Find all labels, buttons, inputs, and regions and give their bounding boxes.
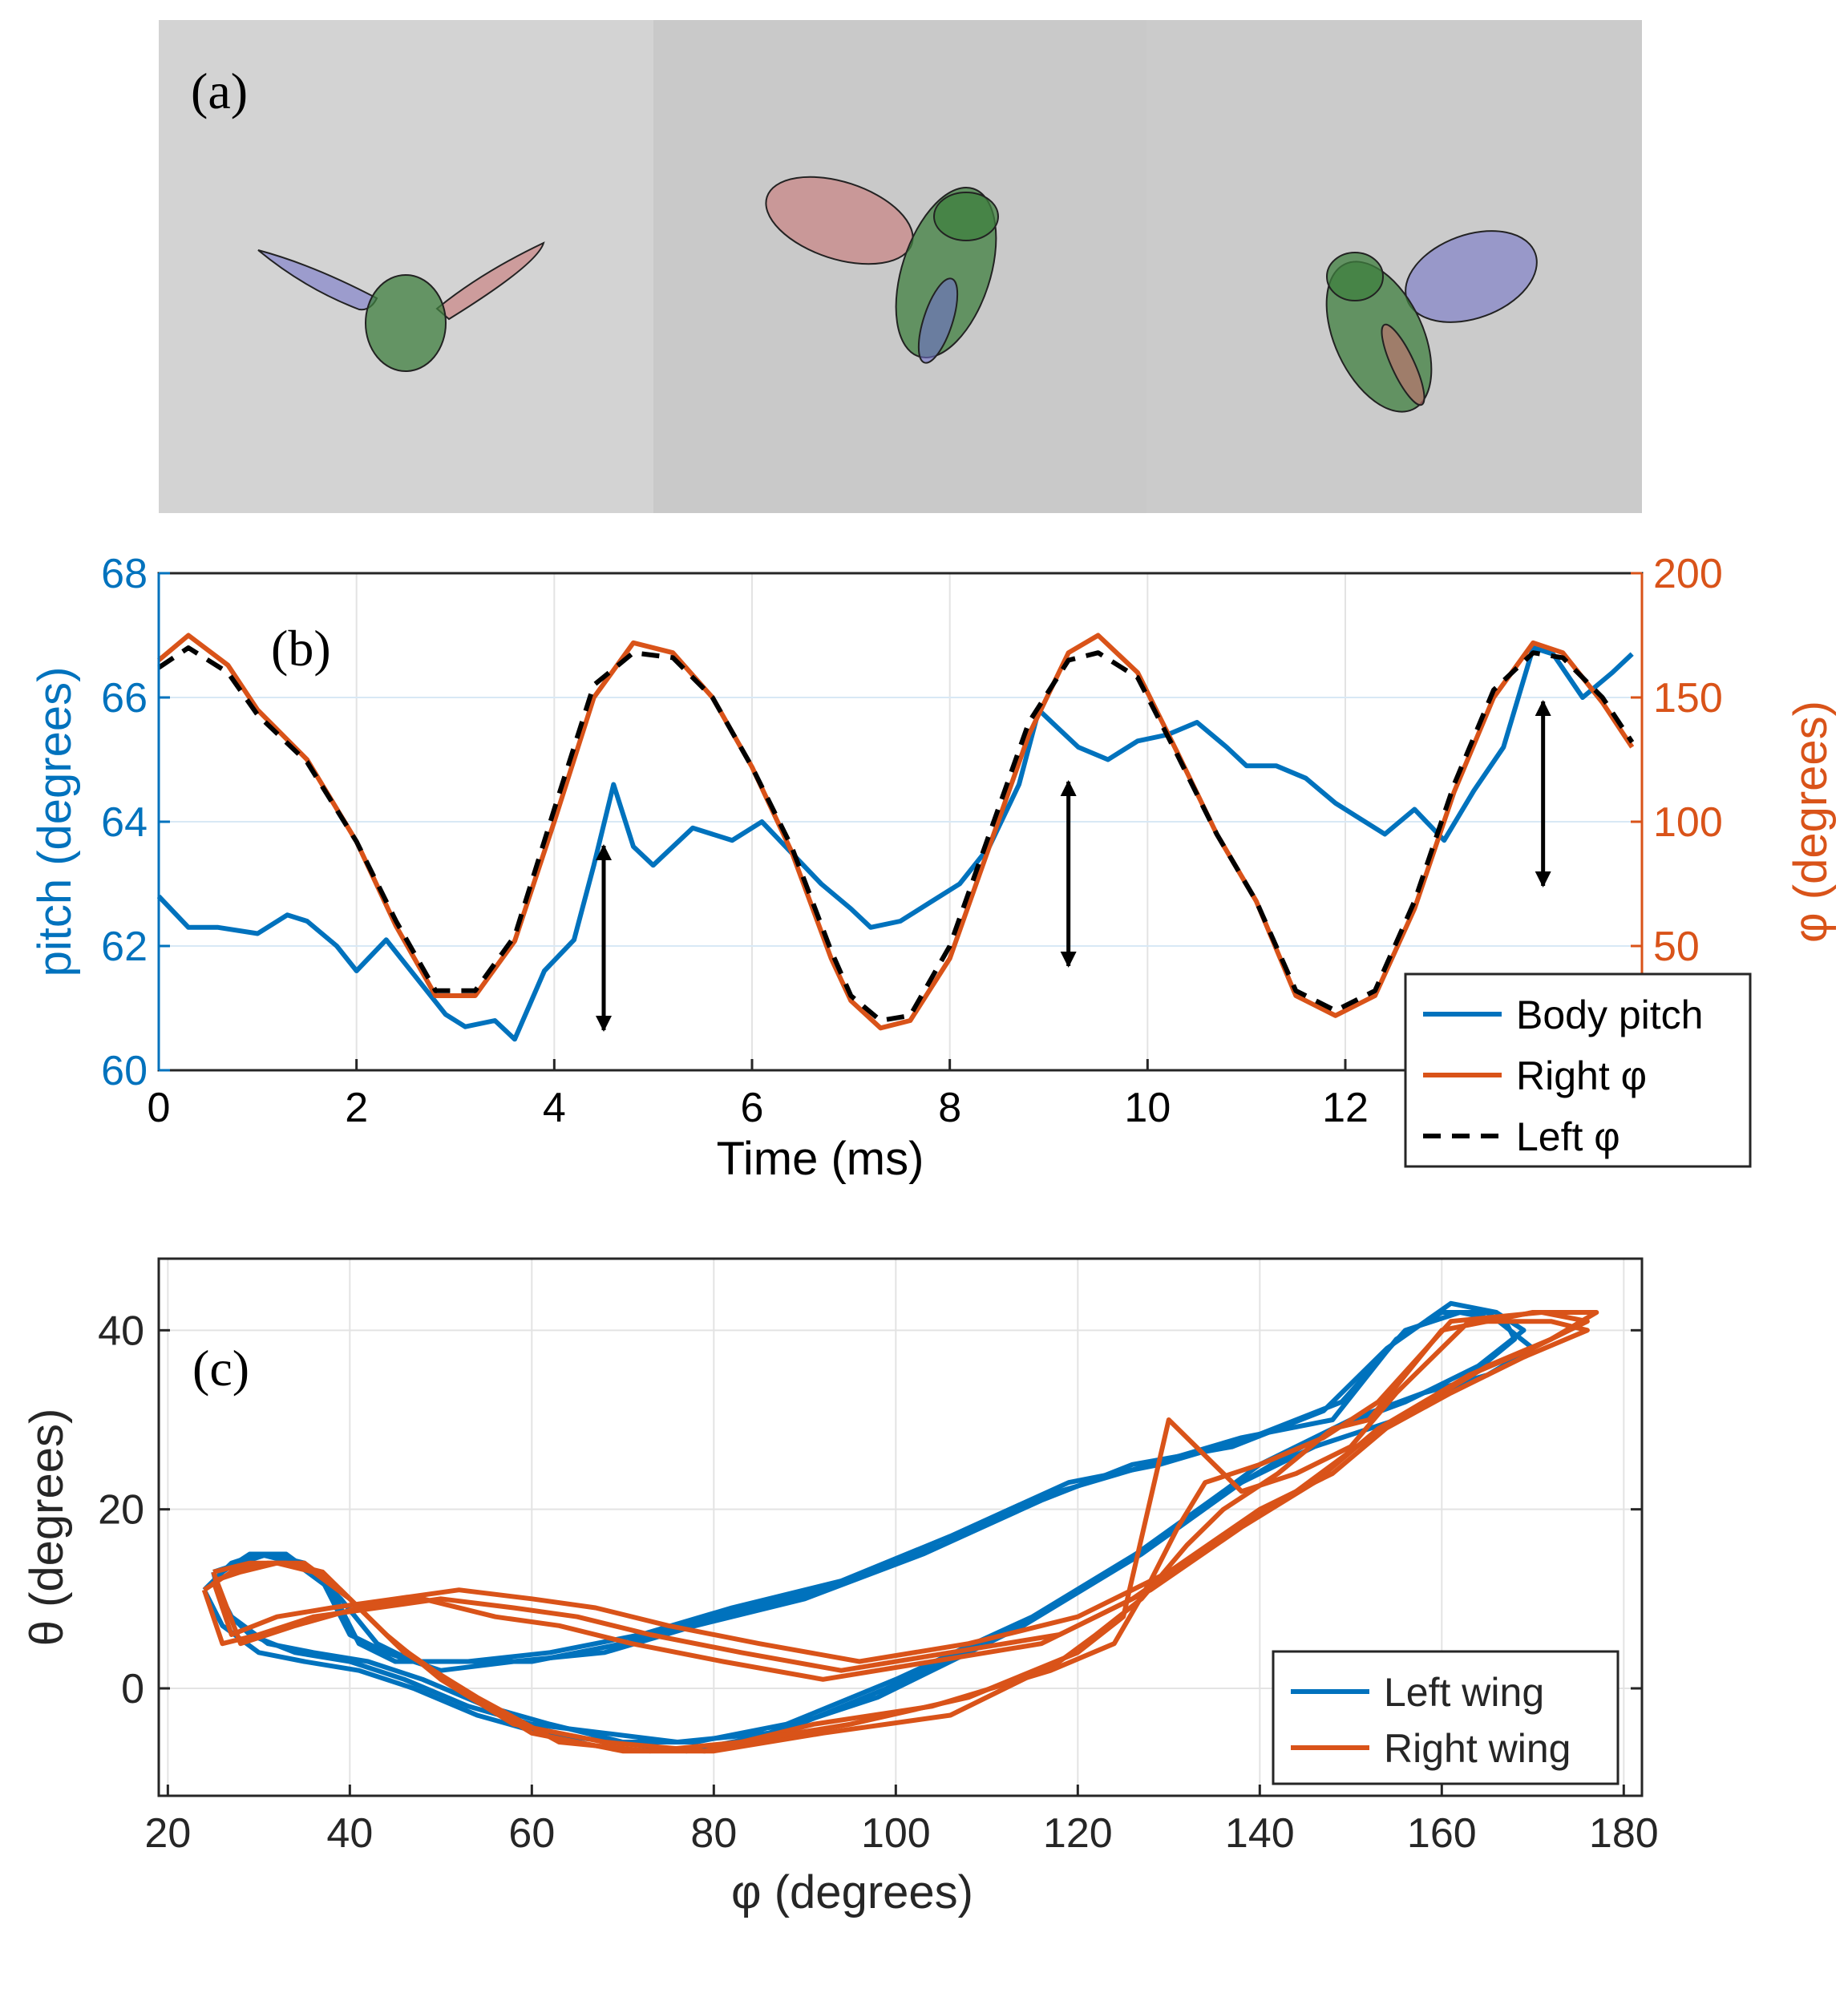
x-tick-label: 8 xyxy=(938,1085,961,1131)
y-axis-label: θ (degrees) xyxy=(21,1409,73,1647)
plot-frame xyxy=(157,1257,1644,1797)
y-tick-label: 20 xyxy=(98,1487,144,1534)
left-wing xyxy=(917,277,959,364)
x-tick-label: 10 xyxy=(1124,1085,1171,1131)
x-tick-label: 120 xyxy=(1043,1810,1113,1857)
x-tick-label: 140 xyxy=(1225,1810,1295,1857)
y-left-tick-label: 66 xyxy=(101,675,148,722)
y-right-tick-label: 50 xyxy=(1653,924,1700,970)
legend: Left wing Right wing xyxy=(1272,1650,1620,1785)
frame-2 xyxy=(653,20,1146,513)
y-left-tick-label: 62 xyxy=(101,924,148,970)
y-left-tick-label: 64 xyxy=(101,799,148,846)
legend-label: Right φ xyxy=(1516,1053,1647,1098)
y-axis-left-label: pitch (degrees) xyxy=(29,667,81,977)
x-tick-label: 180 xyxy=(1589,1810,1659,1857)
x-tick-label: 2 xyxy=(345,1085,368,1131)
series-right- xyxy=(157,633,1635,1031)
panel-c-label: (c) xyxy=(192,1340,249,1397)
legend-label: Body pitch xyxy=(1516,992,1703,1037)
head xyxy=(1326,252,1384,301)
x-tick-label: 80 xyxy=(690,1810,737,1857)
x-axis-label: φ (degrees) xyxy=(731,1866,973,1918)
legend: Body pitch Right φ Left φ xyxy=(1404,972,1752,1168)
fly-2 xyxy=(765,176,999,364)
legend-label: Left φ xyxy=(1516,1114,1620,1159)
series-body-pitch xyxy=(156,645,1634,1042)
series-right-wing xyxy=(201,1310,1590,1754)
series-right-wing xyxy=(211,1319,1590,1754)
series-left- xyxy=(157,645,1635,1023)
y-right-tick-label: 150 xyxy=(1653,675,1723,722)
y-right-tick-label: 200 xyxy=(1653,551,1723,597)
x-tick-label: 60 xyxy=(508,1810,555,1857)
legend-label: Left wing xyxy=(1384,1670,1544,1715)
series-lines xyxy=(156,633,1635,1042)
x-tick-label: 160 xyxy=(1407,1810,1477,1857)
y-left-tick-label: 60 xyxy=(101,1048,148,1094)
panel-c-chart: 20 40 60 80 100 120 140 160 180 0 20 40 (c) φ (degr… xyxy=(21,1257,1659,1918)
x-tick-label: 40 xyxy=(326,1810,373,1857)
x-tick-label: 4 xyxy=(543,1085,566,1131)
x-tick-label: 6 xyxy=(741,1085,764,1131)
body xyxy=(365,274,447,372)
x-tick-label: 100 xyxy=(861,1810,931,1857)
frame-1 xyxy=(159,20,653,513)
x-axis-label: Time (ms) xyxy=(717,1133,924,1185)
fly-1 xyxy=(257,241,545,372)
panel-b-label: (b) xyxy=(271,620,331,677)
y-right-tick-label: 100 xyxy=(1653,799,1723,846)
panel-a-label: (a) xyxy=(191,63,248,119)
y-axis-right-label: φ (degrees) xyxy=(1785,701,1837,943)
fly-3 xyxy=(1325,230,1538,413)
legend-label: Right wing xyxy=(1384,1726,1571,1771)
x-tick-label: 12 xyxy=(1322,1085,1369,1131)
x-tick-label: 20 xyxy=(144,1810,191,1857)
x-tick-label: 0 xyxy=(148,1085,171,1131)
panel-a-photo-strip: (a) xyxy=(159,20,1642,513)
right-wing xyxy=(435,241,545,321)
frame-3 xyxy=(1146,20,1642,513)
series-lines xyxy=(201,1300,1599,1754)
ticks: 20 40 60 80 100 120 140 160 180 0 20 40 xyxy=(98,1308,1659,1857)
y-left-tick-label: 68 xyxy=(101,551,148,597)
y-tick-label: 0 xyxy=(121,1666,144,1712)
y-tick-label: 40 xyxy=(98,1308,144,1354)
head xyxy=(933,192,999,241)
arrows xyxy=(596,700,1551,1032)
right-wing xyxy=(1381,323,1425,406)
legend-box xyxy=(1272,1650,1620,1785)
